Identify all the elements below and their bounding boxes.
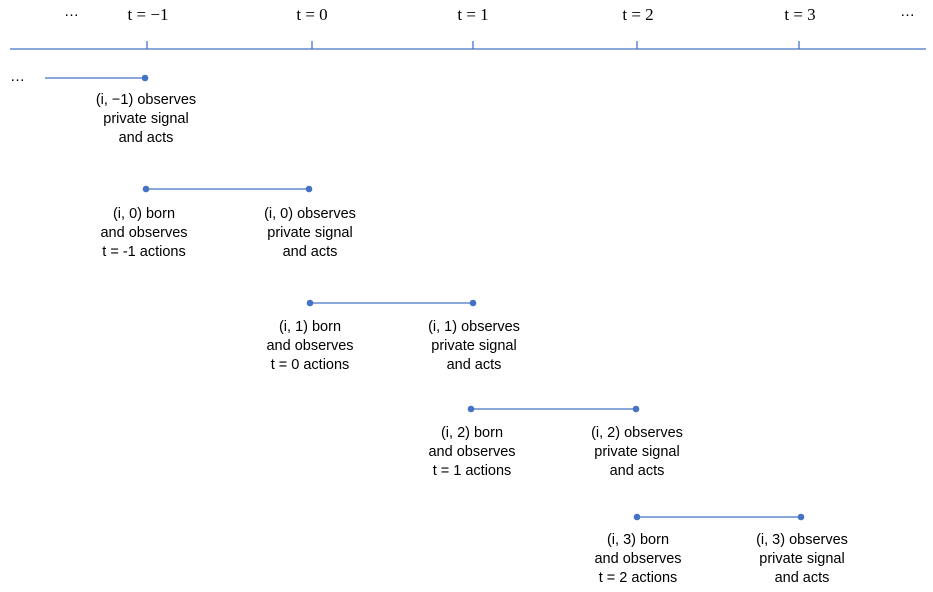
text-line: t = 2 actions bbox=[598, 570, 678, 586]
generation-start-text-2: (i, 2) born and observes t = 1 actions bbox=[428, 424, 515, 481]
tick-label-t-0: t = 0 bbox=[296, 5, 328, 24]
generation-end-text-3: (i, 3) observes private signal and acts bbox=[756, 531, 848, 588]
text-line: (i, 3) observes bbox=[756, 532, 848, 548]
axis-ellipsis-left: … bbox=[64, 3, 79, 20]
text-line: private signal bbox=[431, 338, 517, 354]
generation-end-dot-0 bbox=[305, 185, 313, 193]
generation-start-dot-3 bbox=[633, 513, 641, 521]
generation-end-text-0: (i, 0) observes private signal and acts bbox=[264, 205, 356, 262]
text-line: private signal bbox=[267, 225, 353, 241]
text-line: t = 0 actions bbox=[270, 357, 350, 373]
text-line: (i, 0) born bbox=[112, 206, 176, 222]
tick-label-t-1: t = 1 bbox=[457, 5, 489, 24]
axis-ellipsis-right: … bbox=[900, 3, 915, 20]
generation-end-text-2: (i, 2) observes private signal and acts bbox=[591, 424, 683, 481]
generation-start-text-1: (i, 1) born and observes t = 0 actions bbox=[266, 318, 353, 375]
generation-start-text-0: (i, 0) born and observes t = -1 actions bbox=[100, 205, 187, 262]
text-line: private signal bbox=[759, 551, 845, 567]
text-line: (i, 2) born bbox=[440, 425, 504, 441]
text-line: (i, 0) observes bbox=[264, 206, 356, 222]
generation-end-dot-1 bbox=[469, 299, 477, 307]
text-line: (i, 1) born bbox=[278, 319, 342, 335]
text-line: (i, −1) observes bbox=[95, 92, 197, 108]
text-line: and acts bbox=[446, 357, 502, 373]
text-line: private signal bbox=[594, 444, 680, 460]
generation-end-text-1: (i, 1) observes private signal and acts bbox=[428, 318, 520, 375]
generation-start-dot-2 bbox=[467, 405, 475, 413]
text-line: and observes bbox=[266, 338, 354, 354]
generation-start-dot-1 bbox=[306, 299, 314, 307]
text-line: and observes bbox=[428, 444, 516, 460]
text-line: and acts bbox=[609, 463, 665, 479]
text-line: t = 1 actions bbox=[432, 463, 512, 479]
generation-end-dot-3 bbox=[797, 513, 805, 521]
text-line: t = -1 actions bbox=[102, 244, 186, 260]
text-line: and acts bbox=[282, 244, 338, 260]
text-line: and observes bbox=[594, 551, 682, 567]
generation-start-text-3: (i, 3) born and observes t = 2 actions bbox=[594, 531, 681, 588]
generation-start-dot-0 bbox=[142, 185, 150, 193]
text-line: (i, 1) observes bbox=[428, 319, 520, 335]
tick-label-t-3: t = 3 bbox=[784, 5, 816, 24]
text-line: (i, 2) observes bbox=[591, 425, 683, 441]
text-line: and observes bbox=[100, 225, 188, 241]
text-line: and acts bbox=[774, 570, 830, 586]
generation-end-dot-2 bbox=[632, 405, 640, 413]
generation-end-dot-minus-1 bbox=[141, 74, 149, 82]
tick-label-t-2: t = 2 bbox=[622, 5, 654, 24]
text-line: (i, 3) born bbox=[606, 532, 670, 548]
leading-ellipsis: … bbox=[10, 68, 25, 85]
text-line: private signal bbox=[103, 111, 189, 127]
tick-label-t-minus-1: t = −1 bbox=[127, 5, 169, 24]
generation-end-text-minus-1: (i, −1) observes private signal and acts bbox=[96, 91, 196, 148]
text-line: and acts bbox=[118, 130, 174, 146]
